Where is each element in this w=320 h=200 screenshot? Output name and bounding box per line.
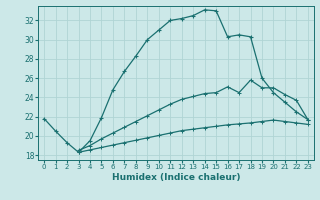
X-axis label: Humidex (Indice chaleur): Humidex (Indice chaleur): [112, 173, 240, 182]
